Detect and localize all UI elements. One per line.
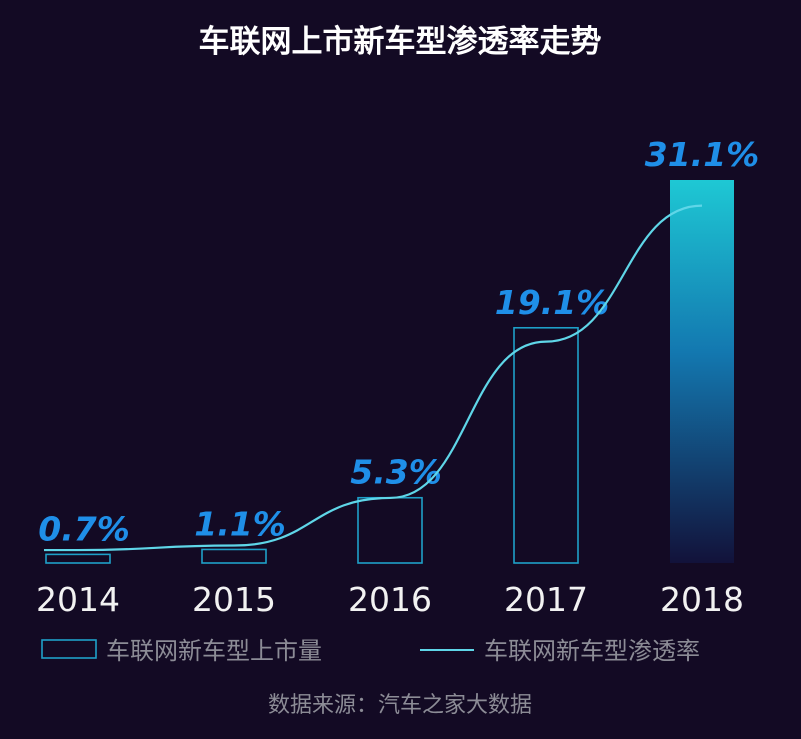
legend-bar-label: 车联网新车型上市量 — [106, 637, 322, 665]
data-label-2014: 0.7% — [38, 509, 130, 548]
data-label-2016: 5.3% — [350, 453, 442, 492]
x-tick-2015: 2015 — [192, 580, 276, 619]
chart-title: 车联网上市新车型渗透率走势 — [199, 24, 602, 60]
legend-bar-swatch — [41, 639, 97, 659]
bar-2015 — [201, 548, 267, 564]
bar-2016 — [357, 496, 423, 564]
bars-group — [45, 180, 734, 564]
x-tick-2014: 2014 — [36, 580, 120, 619]
x-tick-2018: 2018 — [660, 580, 744, 619]
x-tick-2016: 2016 — [348, 580, 432, 619]
x-axis-ticks: 2014 2015 2016 2017 2018 — [36, 580, 744, 619]
penetration-line — [44, 204, 703, 552]
data-label-2018: 31.1% — [645, 135, 760, 174]
data-label-2015: 1.1% — [194, 504, 286, 543]
data-labels-group: 0.7% 1.1% 5.3% 19.1% 31.1% — [38, 135, 759, 548]
legend: 车联网新车型上市量 车联网新车型渗透率 — [41, 637, 700, 665]
data-label-2017: 19.1% — [495, 283, 610, 322]
bar-2018 — [670, 180, 734, 563]
legend-line-label: 车联网新车型渗透率 — [484, 637, 700, 665]
x-tick-2017: 2017 — [504, 580, 588, 619]
data-source: 数据来源：汽车之家大数据 — [268, 693, 532, 718]
bar-2017 — [513, 326, 579, 564]
bar-2014 — [45, 553, 111, 564]
